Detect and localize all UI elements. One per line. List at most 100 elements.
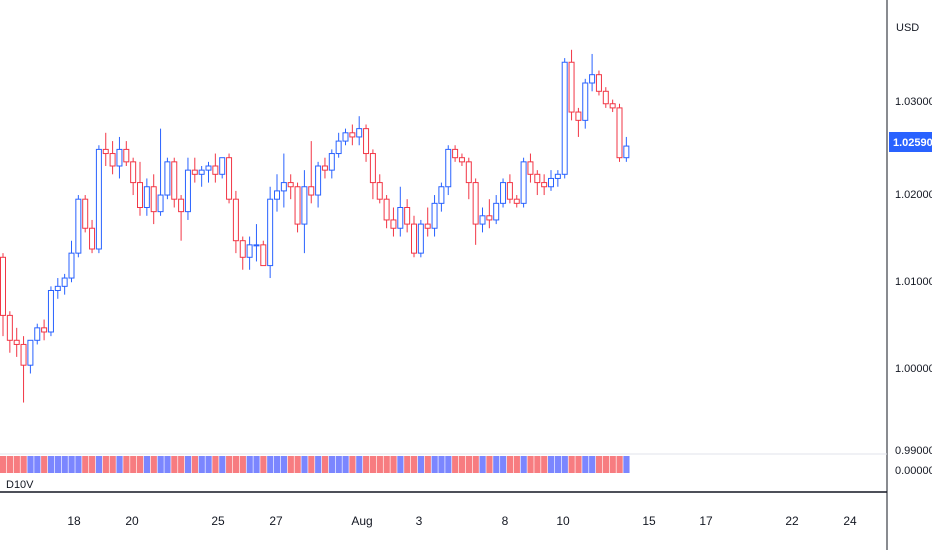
candle <box>445 145 452 196</box>
time-axis[interactable]: 18 20 25 27 Aug 3 8 10 15 17 22 24 <box>67 514 857 528</box>
candle <box>274 174 280 212</box>
volume-bar <box>95 456 103 473</box>
candle-body <box>321 165 328 171</box>
candle-body <box>315 165 322 196</box>
candle <box>232 190 239 254</box>
candle <box>212 153 219 183</box>
candle-body <box>458 157 465 163</box>
candle-body <box>308 186 315 196</box>
volume-bar <box>267 456 274 473</box>
volume-bar <box>623 456 630 473</box>
candle <box>321 157 328 179</box>
last-price-label: 1.02590 <box>893 137 932 149</box>
volume-bar <box>431 456 438 473</box>
volume-bar <box>602 456 609 473</box>
candle-body <box>89 227 96 250</box>
candle <box>452 145 459 162</box>
candle <box>513 195 520 208</box>
candle-body <box>54 285 61 291</box>
volume-bar <box>376 456 383 473</box>
candle <box>411 215 417 258</box>
volume-bar <box>417 456 425 473</box>
candle-body <box>287 182 294 188</box>
candle <box>527 153 534 183</box>
candle-body <box>527 161 534 175</box>
volume-bar <box>13 456 20 473</box>
candle <box>164 157 171 200</box>
volume-bar <box>6 456 14 473</box>
candle-body <box>479 215 486 225</box>
candle <box>554 170 561 187</box>
candle <box>534 170 541 196</box>
volume-bar <box>116 456 123 473</box>
candle-body <box>335 140 342 155</box>
candle-body <box>472 182 479 225</box>
candle <box>178 195 185 241</box>
volume-bar <box>397 456 404 473</box>
candle-body <box>239 240 246 258</box>
volume-bar <box>575 456 582 473</box>
candle <box>34 323 41 345</box>
volume-bar <box>589 456 596 473</box>
candle-body <box>82 198 89 229</box>
candle <box>486 199 493 229</box>
candle-body <box>75 198 82 254</box>
candle <box>246 236 253 270</box>
candle-body <box>431 202 438 229</box>
volume-bar <box>226 456 233 473</box>
volume-bar <box>315 456 322 473</box>
volume-bar <box>568 456 575 473</box>
candle-body <box>47 289 54 333</box>
volume-bar <box>123 456 130 473</box>
volume-bar <box>157 456 164 473</box>
price-axis[interactable]: 1.03000 1.02000 1.01000 1.00000 0.99000 <box>895 96 932 457</box>
volume-bar <box>47 456 55 473</box>
volume-bar <box>274 456 281 473</box>
candle <box>137 161 143 216</box>
candle-body <box>500 182 507 204</box>
candle <box>561 58 568 179</box>
candle-body <box>397 206 404 229</box>
volume-bar <box>541 456 548 473</box>
candle <box>500 178 507 208</box>
volume-bar <box>390 456 397 473</box>
candle <box>184 157 191 220</box>
candle <box>294 182 301 233</box>
candle-body <box>20 343 27 366</box>
candle <box>349 124 356 146</box>
candle-body <box>41 327 48 333</box>
candle <box>431 195 438 237</box>
candle-body <box>184 169 191 213</box>
volume-bar <box>328 456 335 473</box>
candle-body <box>219 157 226 175</box>
time-tick-label: 17 <box>699 514 713 528</box>
candle-body <box>157 194 164 213</box>
candle <box>27 339 34 374</box>
candle-body <box>267 198 274 267</box>
volume-bar <box>465 456 472 473</box>
candle-body <box>465 161 472 184</box>
price-tick-label: 1.00000 <box>895 363 932 375</box>
volume-bar <box>68 456 75 473</box>
candle-body <box>568 61 575 113</box>
candle-body <box>294 186 301 225</box>
volume-bar <box>260 456 267 473</box>
volume-bar <box>582 456 589 473</box>
time-tick-label: 8 <box>502 514 509 528</box>
volume-bar <box>561 456 568 473</box>
volume-bar <box>486 456 493 473</box>
candle-body <box>493 202 500 221</box>
volume-bar <box>335 456 342 473</box>
candle <box>363 124 370 162</box>
candle-body <box>0 256 6 316</box>
volume-bar <box>246 456 253 473</box>
candle <box>260 240 267 267</box>
candle <box>102 132 109 166</box>
candle-body <box>301 186 308 225</box>
candle-body <box>486 215 493 221</box>
volume-bar <box>424 456 431 473</box>
volume-bar <box>308 456 315 473</box>
candle <box>280 153 287 208</box>
volume-bar <box>82 456 89 473</box>
